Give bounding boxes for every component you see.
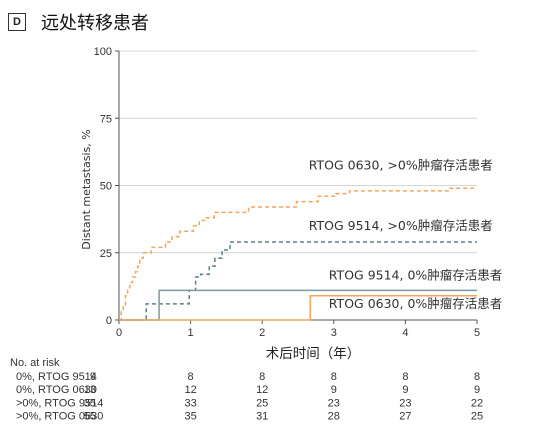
risk-cell: 9	[331, 384, 337, 396]
y-tick-label: 100	[94, 46, 112, 58]
risk-table-title: No. at risk	[10, 357, 60, 369]
x-tick-label: 0	[116, 327, 122, 339]
series-annotation-3: RTOG 9514, 0%肿瘤存活患者	[329, 268, 503, 283]
x-axis-label: 术后时间（年）	[266, 346, 361, 362]
series-line-1	[119, 187, 477, 321]
x-tick-label: 2	[259, 327, 265, 339]
risk-cell: 33	[184, 397, 196, 409]
risk-cell: 22	[471, 397, 483, 409]
x-tick-label: 4	[402, 327, 408, 339]
risk-cell: 55	[84, 411, 96, 423]
risk-row-label: 0%, RTOG 9514	[16, 371, 97, 383]
risk-cell: 27	[399, 411, 411, 423]
risk-cell: 9	[90, 371, 96, 383]
panel-letter-badge: D	[8, 13, 26, 31]
risk-cell: 8	[331, 371, 337, 383]
risk-cell: 31	[256, 411, 268, 423]
x-tick-label: 5	[474, 327, 480, 339]
risk-cell: 12	[256, 384, 268, 396]
risk-cell: 25	[471, 411, 483, 423]
risk-cell: 13	[84, 384, 96, 396]
risk-cell: 25	[256, 397, 268, 409]
risk-cell: 8	[259, 371, 265, 383]
risk-row-label: >0%, RTOG 0630	[16, 411, 103, 423]
y-tick-label: 25	[100, 248, 112, 260]
series-line-4	[119, 295, 477, 321]
risk-cell: 28	[328, 411, 340, 423]
risk-cell: 9	[474, 384, 480, 396]
series-annotation-4: RTOG 0630, 0%肿瘤存活患者	[329, 296, 503, 311]
risk-cell: 35	[184, 411, 196, 423]
panel-header: D 远处转移患者	[8, 9, 149, 35]
y-axis-label: Distant metastasis, %	[80, 129, 93, 249]
x-tick-label: 1	[188, 327, 194, 339]
risk-row-label: >0%, RTOG 9514	[16, 397, 103, 409]
risk-cell: 9	[402, 384, 408, 396]
series-line-2	[119, 241, 477, 321]
y-tick-label: 0	[106, 315, 112, 327]
y-tick-label: 75	[100, 113, 112, 125]
x-tick-label: 3	[331, 327, 337, 339]
panel-title: 远处转移患者	[41, 13, 149, 34]
risk-row-label: 0%, RTOG 0630	[16, 384, 97, 396]
series-annotation-1: RTOG 0630, >0%肿瘤存活患者	[309, 157, 493, 172]
risk-cell: 8	[402, 371, 408, 383]
series-annotation-2: RTOG 9514, >0%肿瘤存活患者	[309, 218, 493, 233]
y-tick-label: 50	[100, 181, 112, 193]
risk-cell: 12	[184, 384, 196, 396]
risk-cell: 8	[188, 371, 194, 383]
risk-cell: 23	[399, 397, 411, 409]
risk-cell: 8	[474, 371, 480, 383]
risk-cell: 35	[84, 397, 96, 409]
risk-cell: 23	[328, 397, 340, 409]
